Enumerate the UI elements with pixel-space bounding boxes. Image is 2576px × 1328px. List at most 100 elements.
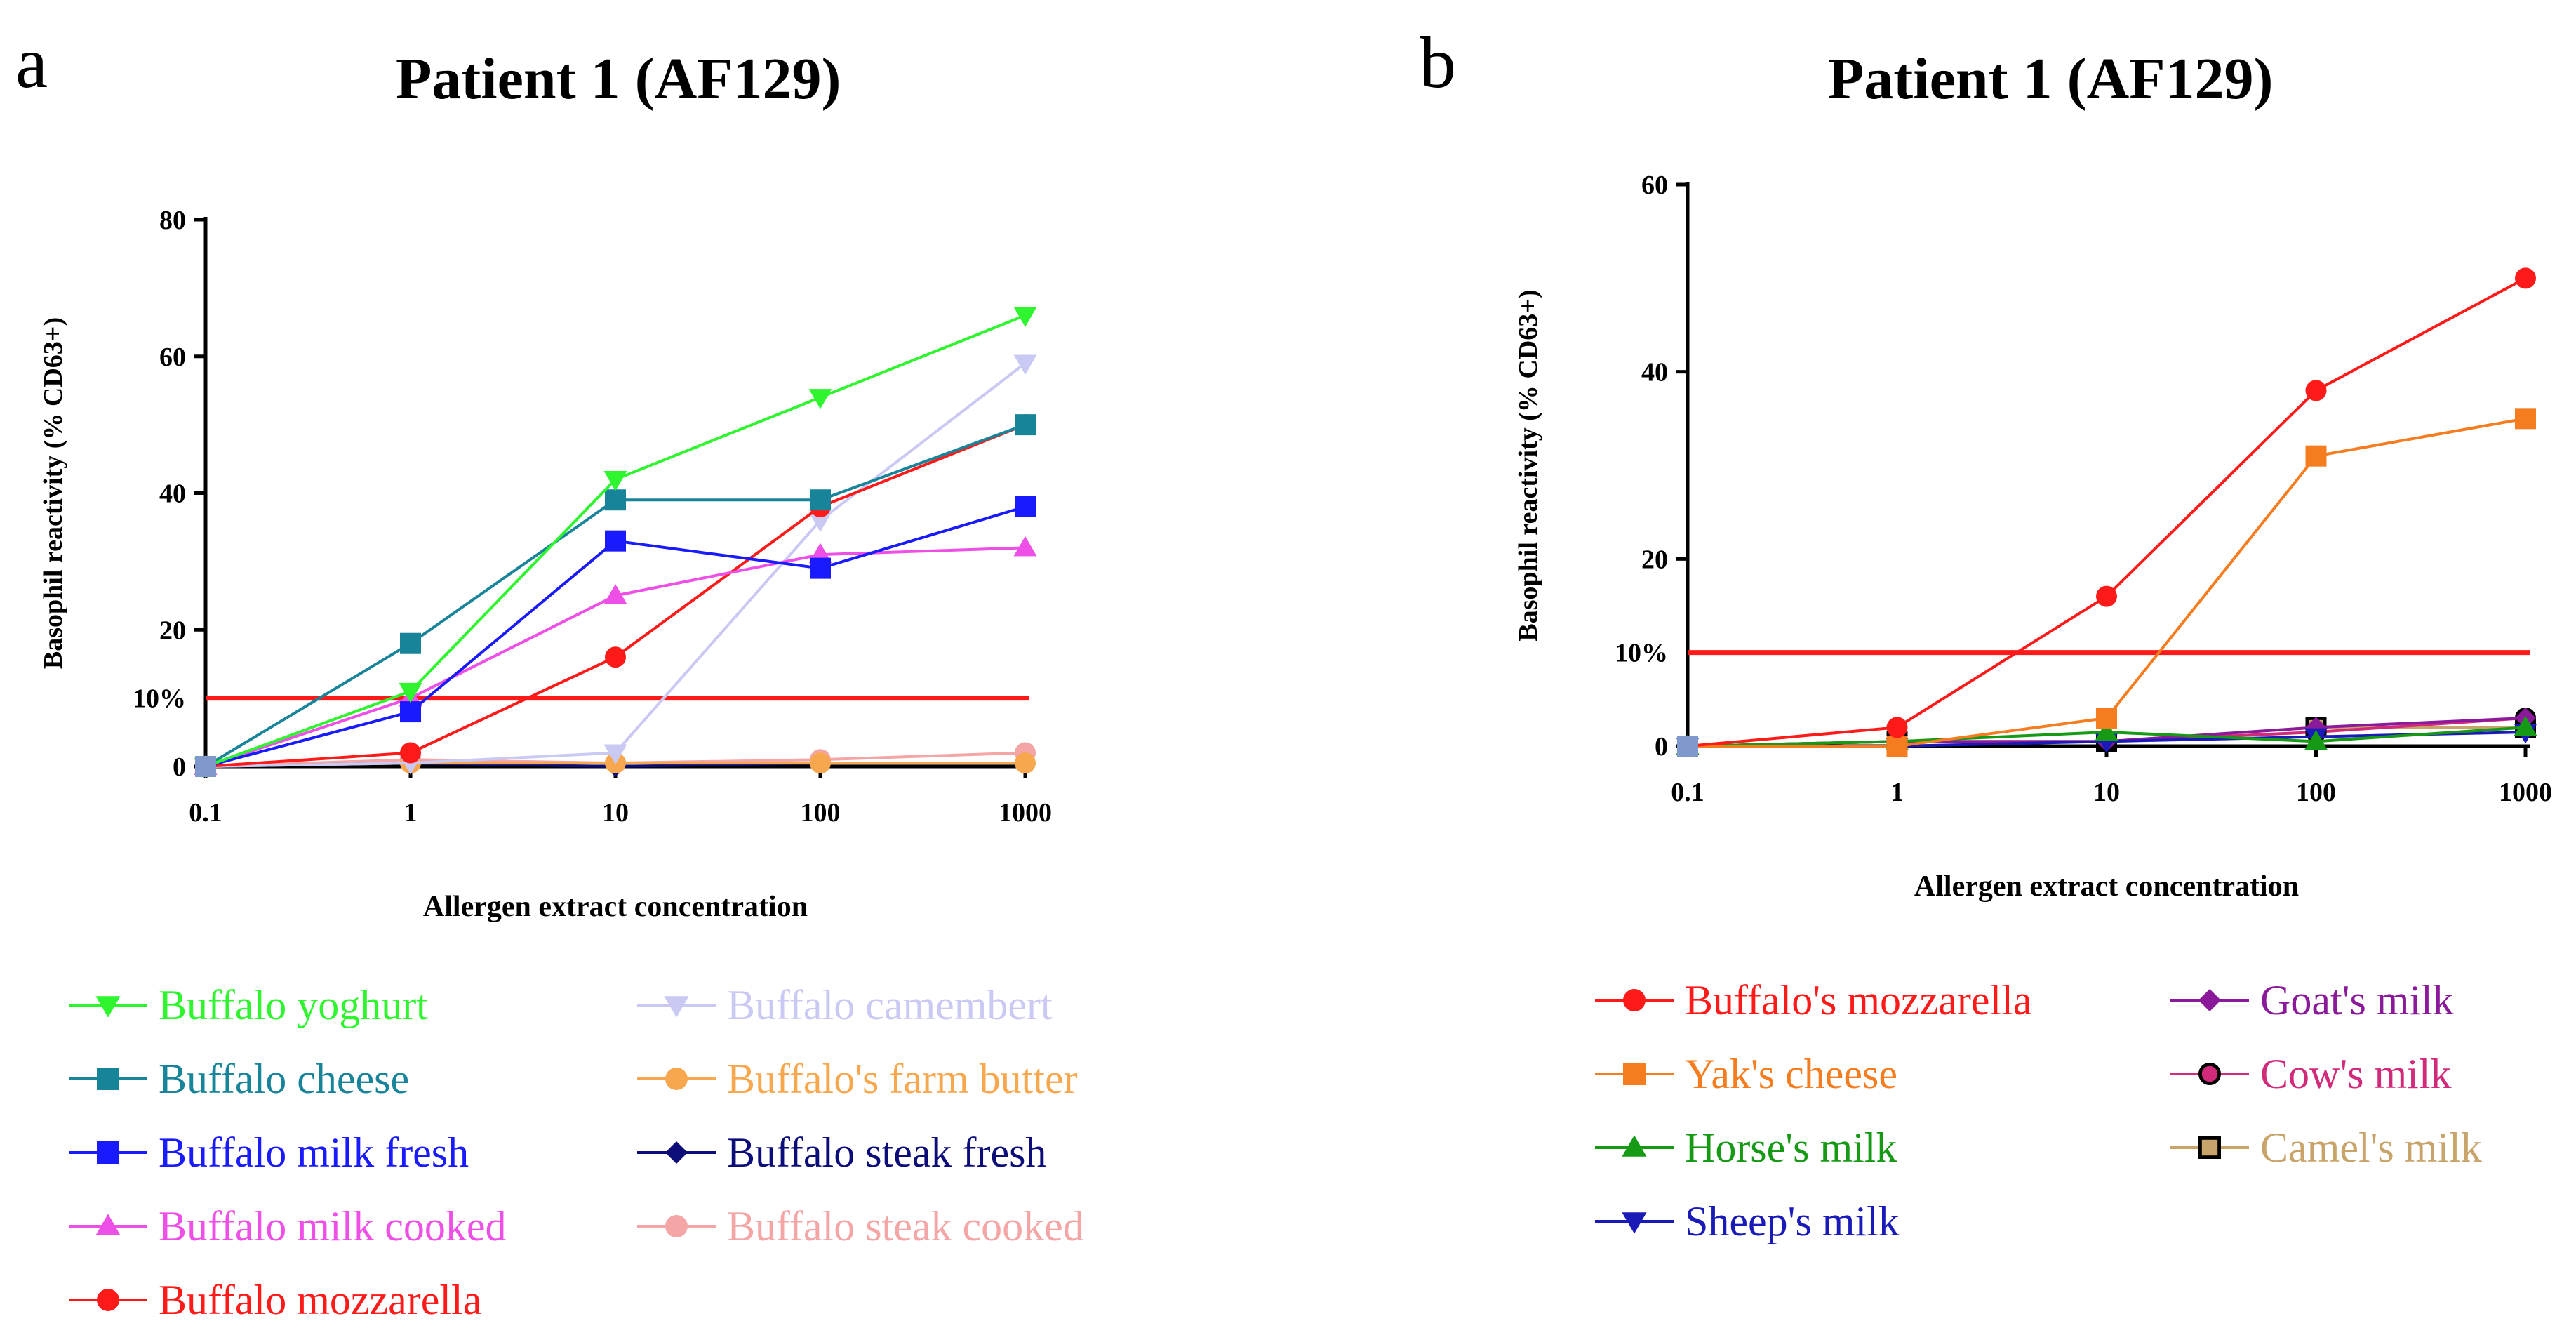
legend-label: Goat's milk [2260,977,2454,1023]
data-point [810,489,831,511]
series-buffalo-camembert [194,354,1037,778]
data-point [399,682,422,703]
y-tick-label: 60 [1641,171,1668,200]
legend-label: Buffalo steak fresh [727,1129,1047,1176]
threshold-label: 10% [1615,639,1668,668]
data-point [1015,496,1036,517]
x-tick-label: 0.1 [1671,778,1704,807]
legend-label: Buffalo cheese [159,1056,410,1102]
data-point [1013,307,1037,327]
chart-panel-a: a Patient 1 (AF129) 0 20 40 60 80 0.1 1 10 100 10… [0,0,1288,1323]
legend-marker [1595,1063,1674,1085]
y-axis-label: Basophil reactivity (% CD63+) [39,317,68,669]
legend-marker-shape [2198,989,2221,1011]
x-tick-label: 1000 [2499,778,2552,807]
legend-marker [2170,989,2249,1011]
data-point [2515,408,2536,430]
data-point [400,742,421,764]
x-tick-label: 10 [602,798,629,828]
legend-label: Camel's milk [2260,1124,2482,1171]
data-point-origin [1677,736,1698,757]
legend-marker-shape [97,1289,119,1311]
data-point [400,701,421,723]
data-point [1886,736,1908,757]
data-point [603,584,627,604]
legend-marker-shape [2198,1136,2222,1160]
data-point [605,646,626,668]
y-tick-label: 20 [1641,545,1668,574]
legend-label: Cow's milk [2260,1051,2452,1097]
data-point [603,471,627,491]
legend-marker-shape [2198,1062,2222,1086]
legend-marker-shape [665,1068,688,1090]
legend-marker [2170,1136,2249,1160]
data-point [2304,729,2328,750]
legend-marker [69,1214,147,1235]
data-point-origin [195,756,216,777]
legend-marker-shape [1622,1135,1647,1157]
y-tick-label: 0 [1655,732,1668,762]
y-tick-label: 20 [159,616,186,645]
legend-label: Buffalo mozzarella [159,1277,482,1323]
legend-marker-shape [97,1141,119,1164]
chart-title-a: Patient 1 (AF129) [396,46,841,112]
legend-label: Buffalo steak cooked [727,1203,1084,1249]
legend-label: Buffalo milk cooked [159,1203,507,1249]
series-yak-s-cheese [1677,408,2536,757]
data-point [810,752,831,774]
plot-area-a: 0 20 40 60 80 0.1 1 10 100 1000 Allergen extract c… [39,206,1052,923]
x-tick-label: 10 [2093,778,2120,807]
data-point [2515,267,2536,289]
legend-marker-shape [1623,989,1646,1011]
legend-label: Buffalo yoghurt [159,982,428,1028]
legend-label: Sheep's milk [1685,1198,1900,1244]
legend-marker-shape [97,1068,119,1090]
x-tick-label: 100 [2296,778,2336,807]
data-point [2305,445,2327,467]
data-point [1013,354,1037,375]
data-point [808,389,832,409]
legend-marker [1595,1135,1674,1157]
data-point [810,557,831,579]
chart-panel-b: b Patient 1 (AF129) 0 20 40 60 0.1 1 10 100 1000… [1288,0,2576,1317]
x-tick-label: 1 [1890,778,1904,807]
legend-marker-shape [95,996,121,1018]
legend-label: Buffalo's mozzarella [1685,977,2032,1023]
legend-marker [69,1141,147,1164]
legend-marker-shape [1623,1063,1646,1085]
data-point [808,512,832,532]
x-axis-label: Allergen extract concentration [1914,870,2299,903]
data-point [400,632,421,654]
data-point [2096,708,2117,729]
legend-marker [69,1068,147,1090]
data-point [603,744,627,765]
data-point [605,489,626,511]
y-tick-label: 0 [173,752,186,782]
legend-marker [2170,1062,2249,1086]
legend-label: Buffalo milk fresh [159,1129,469,1176]
x-tick-label: 0.1 [189,798,222,828]
panel-letter-a: a [15,22,48,103]
data-point [1886,717,1908,738]
series-line [1688,417,2526,748]
legend-marker-shape [1622,1212,1647,1234]
legend-label: Buffalo's farm butter [727,1056,1078,1102]
legend-marker-shape [665,1141,688,1164]
x-tick-label: 100 [801,798,841,828]
plot-area-b: 0 20 40 60 0.1 1 10 100 1000 Allergen extract con… [1514,171,2552,903]
data-point [2095,720,2118,741]
legend-label: Horse's milk [1685,1124,1897,1171]
y-tick-label: 40 [1641,358,1668,387]
legend-marker [637,1141,716,1164]
data-point [2096,585,2117,607]
legend-marker-shape [95,1214,121,1235]
data-point [605,530,626,552]
legend-marker [637,1068,716,1090]
data-point [2514,715,2537,736]
data-point [1015,752,1036,774]
chart-title-b: Patient 1 (AF129) [1828,46,2274,112]
legend-marker [637,1215,716,1237]
y-axis-label: Basophil reactivity (% CD63+) [1514,289,1543,641]
legend-label: Yak's cheese [1685,1051,1897,1097]
legend-marker [1595,1212,1674,1234]
